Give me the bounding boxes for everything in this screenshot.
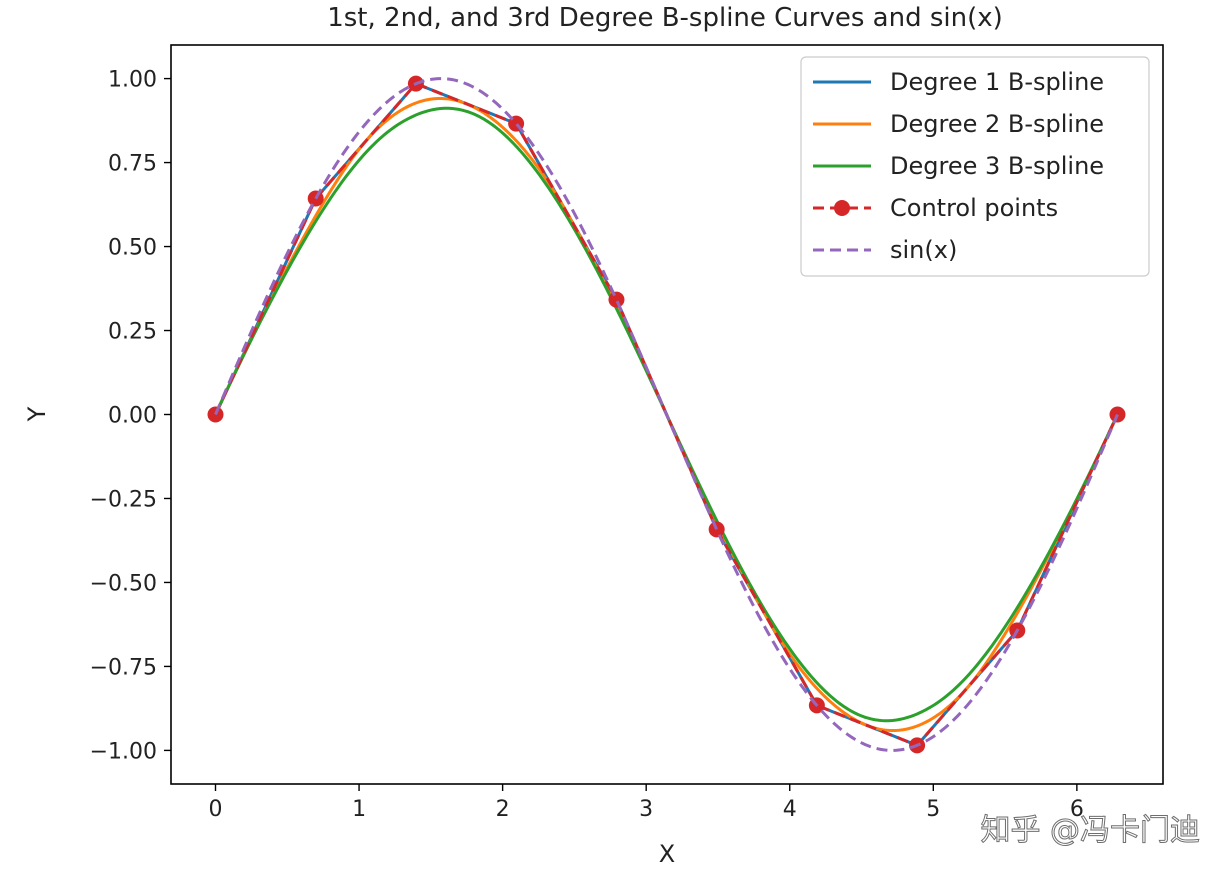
y-axis-label: Y (23, 406, 51, 422)
y-tick-label: 0.75 (108, 152, 157, 177)
y-tick-label: −0.50 (90, 571, 157, 596)
control-point-marker (708, 521, 725, 538)
legend-entry-control: Control points (813, 194, 1058, 222)
legend-label: Degree 3 B-spline (890, 152, 1104, 180)
legend-label: Degree 1 B-spline (890, 68, 1104, 96)
legend-marker (834, 200, 850, 216)
series-sin (214, 77, 1119, 752)
legend-entry-degree2: Degree 2 B-spline (813, 110, 1104, 138)
y-tick-label: −0.25 (90, 487, 157, 512)
y-tick-label: −0.75 (90, 655, 157, 680)
y-axis-ticks: 1.00 0.75 0.50 0.25 0.00 −0.25 −0.50 −0.75 −1.00 (90, 68, 171, 764)
legend-label: Degree 2 B-spline (890, 110, 1104, 138)
x-tick-label: 5 (926, 797, 940, 822)
control-point-marker (608, 291, 625, 308)
legend-entry-degree1: Degree 1 B-spline (813, 68, 1104, 96)
series-line-sin (214, 77, 1119, 752)
x-tick-label: 4 (783, 797, 797, 822)
x-tick-label: 0 (209, 797, 223, 822)
x-axis-ticks: 0 1 2 3 4 5 6 (209, 784, 1084, 822)
y-tick-label: 0.50 (108, 236, 157, 261)
chart-title: 1st, 2nd, and 3rd Degree B-spline Curves… (327, 3, 1003, 33)
y-tick-label: 1.00 (108, 68, 157, 93)
x-tick-label: 2 (496, 797, 510, 822)
legend-box (800, 56, 1150, 277)
watermark-text: 知乎 @冯卡门迪 (980, 813, 1200, 848)
control-point-marker (1109, 406, 1126, 423)
y-tick-label: 0.00 (108, 404, 157, 429)
x-tick-label: 6 (1070, 797, 1084, 822)
legend-label: sin(x) (890, 236, 957, 264)
y-tick-label: −1.00 (90, 739, 157, 764)
legend: Degree 1 B-spline Degree 2 B-spline Degree… (800, 56, 1150, 277)
legend-label: Control points (890, 194, 1058, 222)
plot-area (207, 75, 1126, 754)
x-axis-label: X (659, 840, 675, 868)
y-tick-label: 0.25 (108, 320, 157, 345)
legend-entry-sin: sin(x) (813, 236, 957, 264)
x-tick-label: 1 (352, 797, 366, 822)
legend-entry-degree3: Degree 3 B-spline (813, 152, 1104, 180)
x-tick-label: 3 (639, 797, 653, 822)
